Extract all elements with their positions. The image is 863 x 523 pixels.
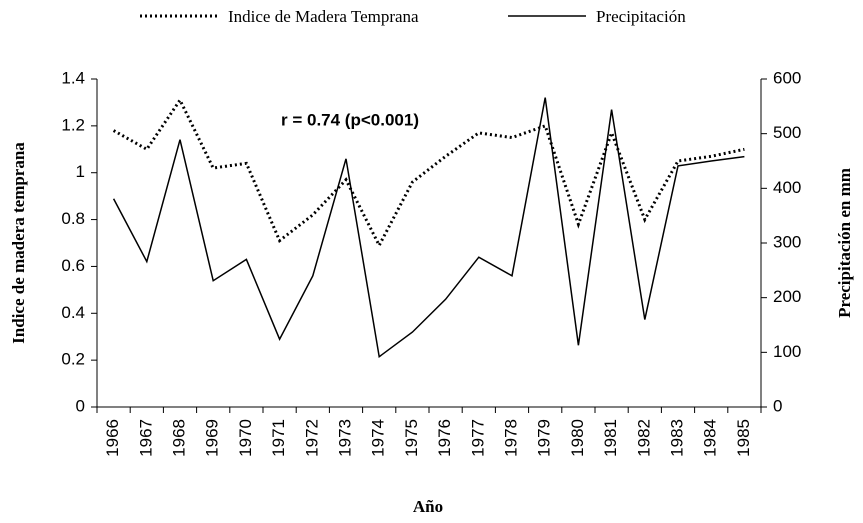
y2-tick-label: 200 — [773, 287, 801, 306]
y-tick-label: 1.4 — [61, 68, 85, 87]
y2-tick-label: 300 — [773, 232, 801, 251]
y2-tick-label: 100 — [773, 342, 801, 361]
line-series — [112, 97, 745, 359]
x-tick-label: 1984 — [701, 419, 720, 457]
y-tick-label: 1 — [76, 162, 85, 181]
legend-label: Precipitación — [596, 7, 686, 26]
x-tick-label: 1974 — [369, 419, 388, 457]
x-tick-label: 1975 — [402, 419, 421, 457]
x-tick-label: 1977 — [468, 419, 487, 457]
y2-tick-label: 0 — [773, 396, 782, 415]
x-tick-label: 1966 — [103, 419, 122, 457]
x-tick-label: 1982 — [634, 419, 653, 457]
x-tick-label: 1979 — [535, 419, 554, 457]
x-tick-label: 1969 — [203, 419, 222, 457]
y-tick-label: 0.4 — [61, 303, 85, 322]
y-tick-label: 1.2 — [61, 115, 85, 134]
x-tick-label: 1980 — [568, 419, 587, 457]
x-axis-title: Año — [413, 497, 443, 516]
y-axis-title: Indice de madera temprana — [9, 142, 28, 344]
y2-tick-label: 600 — [773, 68, 801, 87]
x-tick-label: 1971 — [269, 419, 288, 457]
x-tick-label: 1981 — [601, 419, 620, 457]
x-tick-label: 1973 — [335, 419, 354, 457]
y2-tick-label: 500 — [773, 123, 801, 142]
x-tick-label: 1970 — [236, 419, 255, 457]
x-tick-label: 1968 — [169, 419, 188, 457]
x-tick-label: 1983 — [667, 419, 686, 457]
y-tick-label: 0.6 — [61, 256, 85, 275]
y2-axis-title: Precipitación en mm — [835, 168, 854, 318]
y-tick-label: 0.2 — [61, 350, 85, 369]
x-tick-label: 1978 — [501, 419, 520, 457]
legend-label: Indice de Madera Temprana — [228, 7, 419, 26]
y-tick-label: 0 — [76, 396, 85, 415]
annotation: r = 0.74 (p<0.001) — [281, 110, 419, 129]
y-tick-label: 0.8 — [61, 209, 85, 228]
x-tick-label: 1967 — [136, 419, 155, 457]
x-tick-label: 1985 — [734, 419, 753, 457]
x-tick-label: 1972 — [302, 419, 321, 457]
line-series — [112, 97, 745, 249]
y2-tick-label: 400 — [773, 178, 801, 197]
x-tick-label: 1976 — [435, 419, 454, 457]
